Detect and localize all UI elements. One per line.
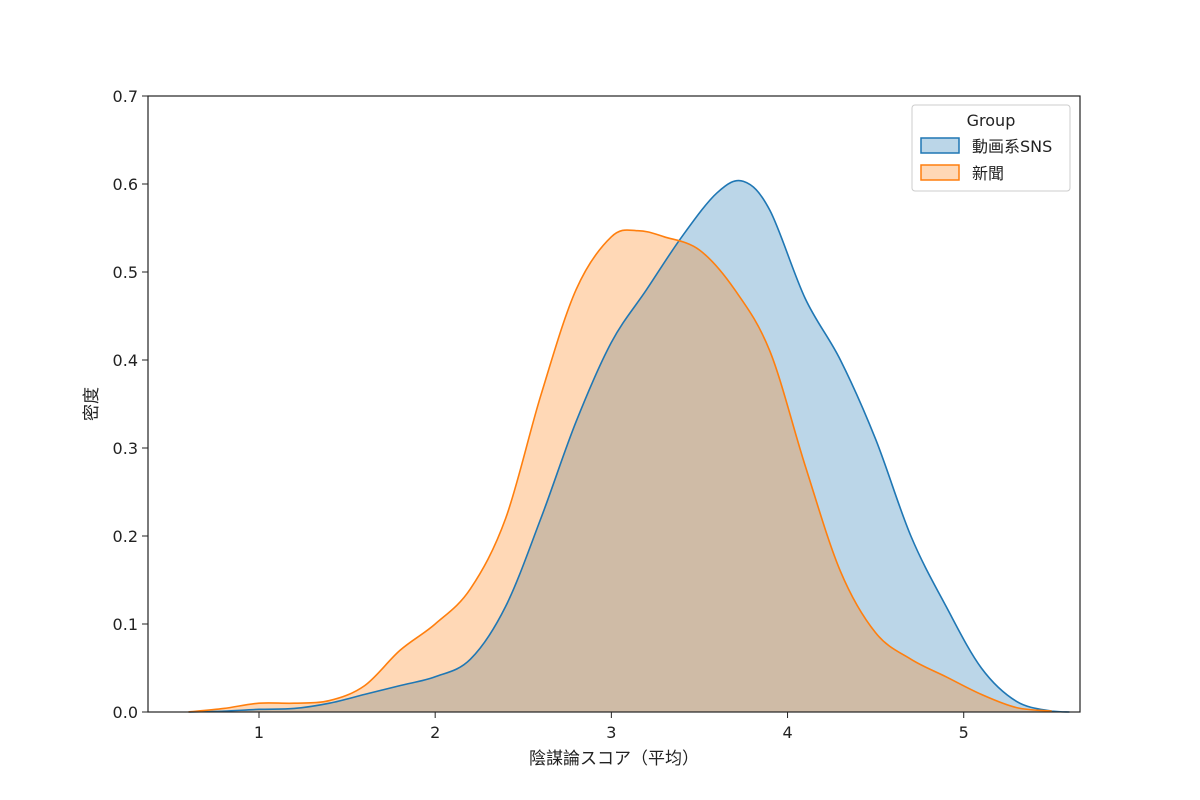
x-tick-label: 5 [959, 723, 969, 742]
y-tick-label: 0.5 [113, 263, 138, 282]
density-line-2 [188, 229, 1052, 713]
x-axis-label: 陰謀論スコア（平均） [529, 749, 699, 769]
density-area-2 [188, 229, 1052, 713]
legend-box [911, 104, 1071, 192]
y-tick-label: 0.3 [113, 439, 138, 458]
y-tick-label: 0.7 [113, 87, 138, 106]
x-axis-ticks: 1 2 3 4 5 [254, 712, 969, 742]
y-tick-label: 0.2 [113, 527, 138, 546]
y-axis-label: 密度 [82, 387, 102, 421]
series-fills [188, 180, 1070, 713]
legend: Group 動画系SNS 新聞 [911, 104, 1071, 192]
legend-entries: 動画系SNS 新聞 [920, 137, 1052, 183]
legend-label: 動画系SNS [972, 137, 1052, 156]
legend-title: Group [967, 111, 1016, 130]
x-tick-label: 3 [606, 723, 616, 742]
density-line-1 [188, 179, 1070, 713]
y-tick-label: 0.0 [113, 703, 138, 722]
y-tick-label: 0.1 [113, 615, 138, 634]
y-tick-label: 0.4 [113, 351, 138, 370]
series-lines [188, 179, 1070, 713]
legend-label: 新聞 [972, 164, 1004, 183]
plot-frame [147, 95, 1081, 713]
x-tick-label: 4 [782, 723, 792, 742]
density-area-1 [188, 180, 1070, 712]
x-tick-label: 2 [430, 723, 440, 742]
y-tick-label: 0.6 [113, 175, 138, 194]
legend-swatch [920, 137, 960, 154]
x-tick-label: 1 [254, 723, 264, 742]
legend-swatch [920, 164, 960, 181]
y-axis-ticks: 0.0 0.1 0.2 0.3 0.4 0.5 0.6 0.7 [113, 87, 148, 722]
